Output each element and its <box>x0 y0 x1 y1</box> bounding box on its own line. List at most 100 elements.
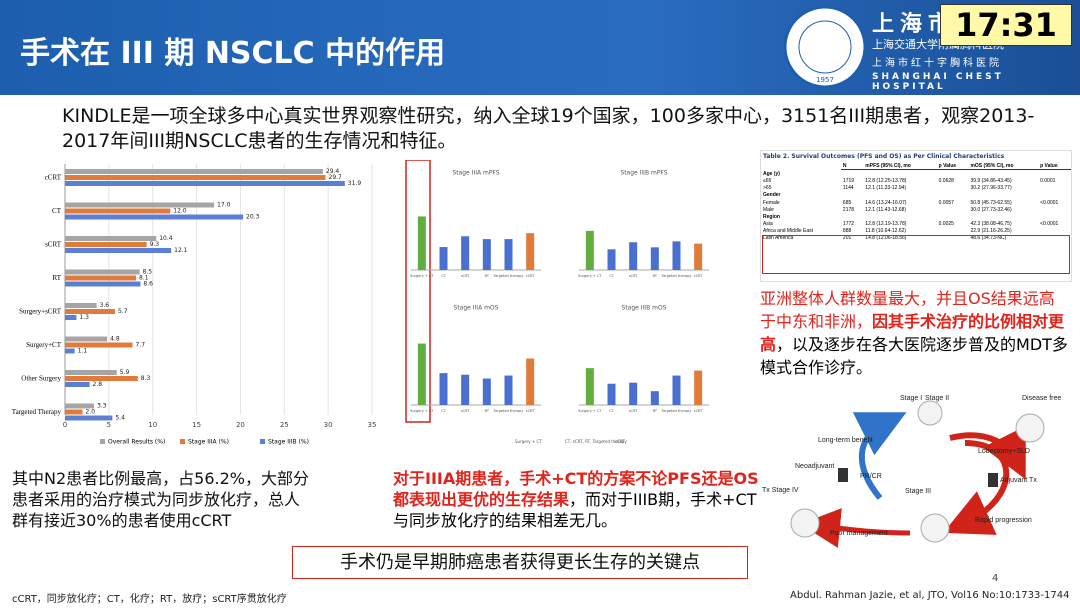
header-cell: p Value <box>936 162 969 171</box>
citation: Abdul. Rahman Jazie, et al, JTO, Vol16 N… <box>790 590 1070 601</box>
header-cell: p Value <box>1038 162 1071 171</box>
header-cell: mOS (95% CI), mo <box>968 162 1039 171</box>
arrow-progression <box>943 440 1010 535</box>
y-tick-label: Other Surgery <box>21 375 61 383</box>
note-segment: ，而对于IIIB期，手术+CT与同步放化疗的结果相差无几。 <box>393 490 757 530</box>
bar <box>482 239 491 270</box>
middle-note: 对于IIIA期患者，手术+CT的方案不论PFS还是OS都表现出更优的生存结果，而… <box>393 468 763 531</box>
bar <box>65 370 117 375</box>
bar <box>482 378 491 405</box>
cell: 2178 <box>842 206 855 213</box>
cell: 48.6 (34.73-NC) <box>970 235 1007 242</box>
value-label: 10.4 <box>159 235 173 242</box>
table-row: Gender <box>761 192 1071 199</box>
cell <box>761 162 841 170</box>
value-label: 3.6 <box>100 302 110 309</box>
table-row: Asia 1772 12.8 (12.19-13.78) 0.0025 42.3 (38… <box>761 221 1071 228</box>
cell: 888 <box>842 228 852 235</box>
cell <box>937 206 969 213</box>
logo: 1957 <box>783 5 867 89</box>
cell: 1772 <box>842 221 855 228</box>
cell: Male <box>763 206 774 213</box>
cell: <0.0001 <box>1040 221 1059 228</box>
cell: ≤65 <box>763 177 772 184</box>
cell: 39.9 (34.86-43.45) <box>970 177 1012 184</box>
left-note: 其中N2患者比例最高，占56.2%，大部分患者采用的治疗模式为同步放化疗，总人群… <box>12 469 309 530</box>
value-label: 7.7 <box>136 342 146 349</box>
cell: 0.0025 <box>938 221 954 228</box>
label: Lobectomy+SLD <box>978 448 1030 455</box>
bar <box>65 202 215 208</box>
category-label: sCRT <box>629 409 638 413</box>
x-tick-label: 10 <box>148 421 157 429</box>
label: Long-term benefit <box>818 437 873 444</box>
cell: >65 <box>763 185 772 192</box>
cell: Age (y) <box>763 170 780 177</box>
bar <box>504 375 513 405</box>
value-label: 17.0 <box>217 202 231 209</box>
bar <box>65 315 77 320</box>
y-tick-label: CT <box>52 207 62 215</box>
label: PR/CR <box>860 473 882 480</box>
bar <box>65 275 137 281</box>
value-label: 4.8 <box>110 336 120 343</box>
category-label: Surgery + CT <box>410 274 434 278</box>
category-label: cCRT <box>526 409 536 413</box>
value-label: 2.0 <box>86 409 96 416</box>
category-label: RT <box>485 409 490 413</box>
icon-drug <box>838 468 848 482</box>
bar-chart: 0 5 10 15 20 25 30 35 cCRT 29.429.7 31.9 CT 17.0 12.0… <box>12 164 376 446</box>
label: Disease free <box>1022 395 1061 402</box>
note-segment: 因其手术治疗的比例相对更高 <box>760 312 1065 354</box>
bar <box>65 242 147 247</box>
category-label: Targeted therapy <box>661 409 692 413</box>
hospital-sub2: 上海市红十字胸科医院 <box>872 58 1002 69</box>
y-tick-label: Surgery+CT <box>26 341 62 349</box>
bar <box>65 376 138 381</box>
category-label: cCRT <box>526 274 536 278</box>
cell: Region <box>763 213 780 220</box>
bar <box>461 374 470 405</box>
bar <box>629 242 638 270</box>
bar <box>65 336 108 342</box>
logo-inner <box>798 20 852 74</box>
diagram: Stage I Stage II Disease free Long-term … <box>762 395 1061 548</box>
bar <box>694 243 703 270</box>
right-note: 亚洲整体人群数量最大，并且OS结果远高于中东和非洲，因其手术治疗的比例相对更高，… <box>760 287 1070 379</box>
category-label: RT <box>653 274 658 278</box>
bar <box>417 343 426 405</box>
cell: 42.3 (38.08-46.75) <box>970 221 1012 228</box>
table-row: Age (y) <box>761 170 1071 178</box>
value-label: 5.9 <box>120 369 130 376</box>
cell <box>937 228 969 235</box>
value-label: 12.0 <box>173 208 187 215</box>
y-tick-label: Surgery+sCRT <box>19 308 62 316</box>
cell: 12.8 (12.25-13.78) <box>865 177 907 184</box>
x-tick-label: 30 <box>324 421 333 429</box>
cell: 30.2 (27.96-33.77) <box>970 185 1012 192</box>
category-label: CT <box>609 274 614 278</box>
icon-stage1 <box>917 400 943 426</box>
bar <box>504 239 513 270</box>
label: Neoadjuvant <box>795 463 834 470</box>
icon-free <box>1015 413 1045 443</box>
bar <box>65 303 97 308</box>
cell: Latin America <box>763 235 794 242</box>
category-label: sCRT <box>629 274 638 278</box>
legend-label: Surgery + CT <box>515 439 542 444</box>
bar <box>607 249 616 270</box>
logo-ring <box>783 5 867 89</box>
hospital-en: SHANGHAI CHEST HOSPITAL <box>872 72 1004 92</box>
category-label: Surgery + CT <box>578 409 602 413</box>
bar <box>650 391 659 405</box>
cell: 1719 <box>842 177 855 184</box>
category-label: RT <box>485 274 490 278</box>
table-row: Female 685 14.6 (13.24-16.07) 0.0057 50.8 (4… <box>761 199 1071 206</box>
legend-label: CT, sCRT, RT, Targeted therapy <box>565 439 627 444</box>
cell: 685 <box>842 199 852 206</box>
note-segment: 对于IIIA期患者，手术+CT的方案不论PFS还是OS都表现出更优的生存结果 <box>393 469 759 509</box>
category-label: CT <box>441 274 446 278</box>
cell: 11.8 (10.64-12.62) <box>865 228 907 235</box>
cell: 0.0057 <box>938 199 954 206</box>
